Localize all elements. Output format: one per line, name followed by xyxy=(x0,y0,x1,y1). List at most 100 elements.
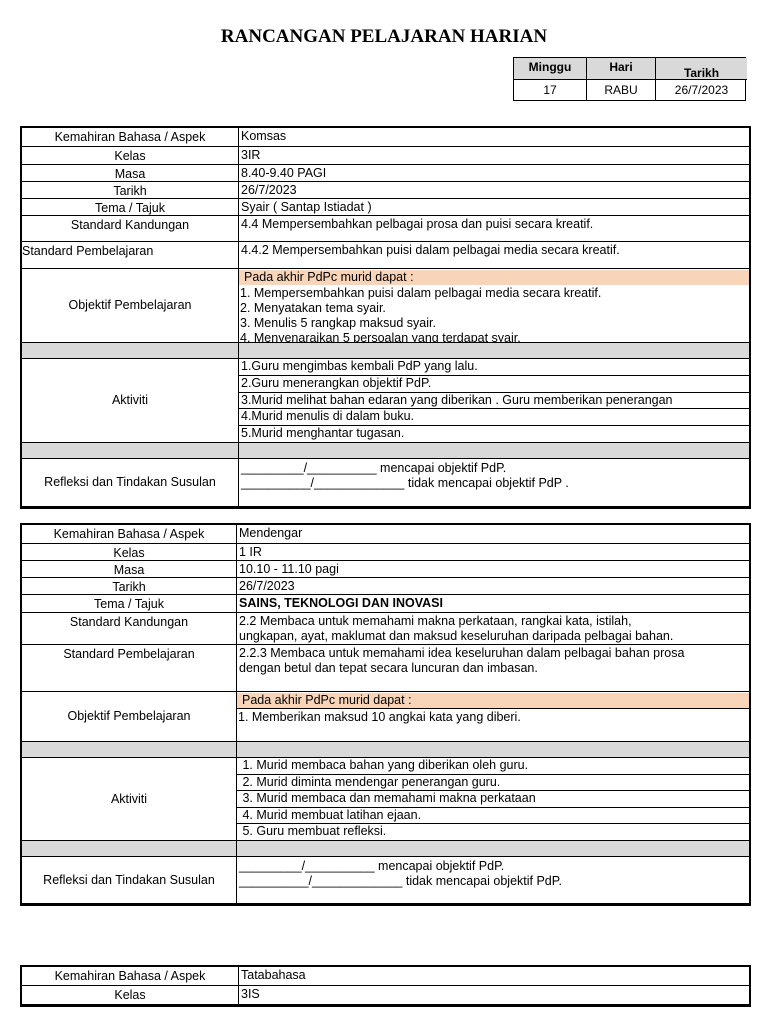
row-value: 8.40-9.40 PAGI xyxy=(239,165,749,181)
lesson-row: Kemahiran Bahasa / Aspek Tatabahasa xyxy=(22,967,749,986)
value-line: 2.2 Membaca untuk memahami makna perkata… xyxy=(239,614,632,628)
row-label xyxy=(22,443,239,458)
lesson-row: Objektif Pembelajaran Pada akhir PdPc mur… xyxy=(22,269,749,345)
value-line: 3IR xyxy=(241,148,261,162)
value-line: 26/7/2023 xyxy=(239,579,295,593)
value-line: 3IS xyxy=(241,987,260,1001)
lesson-row: Kelas 1 IR xyxy=(22,544,749,561)
row-value: Pada akhir PdPc murid dapat :1. Memperse… xyxy=(239,269,749,345)
lesson-row: Kelas 3IR xyxy=(22,147,749,165)
value-line: Syair ( Santap Istiadat ) xyxy=(241,200,372,214)
lesson-row: Standard Kandungan 2.2 Membaca untuk mema… xyxy=(22,613,749,645)
separator-row xyxy=(22,443,749,459)
row-label: Aktiviti xyxy=(22,758,237,840)
lesson-table: Kemahiran Bahasa / Aspek Tatabahasa Kelas 3… xyxy=(20,965,751,1007)
row-value: 2.2 Membaca untuk memahami makna perkata… xyxy=(237,613,749,644)
row-label: Standard Pembelajaran xyxy=(22,645,237,691)
objective-item: 1. Memberikan maksud 10 angkai kata yang… xyxy=(238,710,521,724)
row-label: Masa xyxy=(22,561,237,577)
row-label: Kelas xyxy=(22,986,239,1004)
row-label xyxy=(22,841,237,856)
row-value: 4.4.2 Mempersembahkan puisi dalam pelbag… xyxy=(239,242,749,268)
separator-row xyxy=(22,841,749,857)
row-value: Tatabahasa xyxy=(239,967,749,985)
lesson-row: Refleksi dan Tindakan Susulan _________/_… xyxy=(22,857,749,904)
objective-item: 1. Mempersembahkan puisi dalam pelbagai … xyxy=(240,286,602,300)
row-value: 4.4 Mempersembahkan pelbagai prosa dan p… xyxy=(239,216,749,241)
page-title: RANCANGAN PELAJARAN HARIAN xyxy=(220,26,548,47)
value-line: _________/__________ mencapai objektif P… xyxy=(239,859,505,873)
objective-item: 4. Menyenaraikan 5 persoalan yang terdap… xyxy=(240,331,521,345)
value-line: SAINS, TEKNOLOGI DAN INOVASI xyxy=(239,596,443,610)
lesson-row: Aktiviti 1. Murid membaca bahan yang dib… xyxy=(22,758,749,841)
lesson-row: Tema / Tajuk Syair ( Santap Istiadat ) xyxy=(22,199,749,216)
row-value: 26/7/2023 xyxy=(239,182,749,198)
lesson-row: Standard Kandungan 4.4 Mempersembahkan pe… xyxy=(22,216,749,242)
lesson-row: Kemahiran Bahasa / Aspek Komsas xyxy=(22,128,749,147)
row-value: Pada akhir PdPc murid dapat : 1. Memberik… xyxy=(237,692,749,741)
value-line: 10.10 - 11.10 pagi xyxy=(239,562,339,576)
row-label: Aktiviti xyxy=(22,359,239,442)
row-label: Kemahiran Bahasa / Aspek xyxy=(22,967,239,985)
value-hari: RABU xyxy=(587,80,656,101)
row-label: Masa xyxy=(22,165,239,181)
lesson-row: Tema / Tajuk SAINS, TEKNOLOGI DAN INOVASI xyxy=(22,595,749,613)
row-label: Objektif Pembelajaran xyxy=(22,692,237,741)
row-value: 1.Guru mengimbas kembali PdP yang lalu. 2… xyxy=(239,359,749,442)
value-line: Komsas xyxy=(241,129,287,143)
activity-item: 3.Murid melihat bahan edaran yang diberi… xyxy=(239,393,749,410)
row-label: Kelas xyxy=(22,147,239,164)
lesson-row: Objektif Pembelajaran Pada akhir PdPc mur… xyxy=(22,692,749,742)
value-line: 2.2.3 Membaca untuk memahami idea keselu… xyxy=(239,646,685,660)
lesson-row: Masa 10.10 - 11.10 pagi xyxy=(22,561,749,578)
value-line: 26/7/2023 xyxy=(241,183,297,197)
value-line: Tatabahasa xyxy=(241,968,306,982)
lesson-row: Standard Pembelajaran 2.2.3 Membaca untuk… xyxy=(22,645,749,692)
value-line: dengan betul dan tepat secara luncuran d… xyxy=(239,661,538,675)
lesson-row: Kemahiran Bahasa / Aspek Mendengar xyxy=(22,525,749,544)
separator-row xyxy=(22,742,749,758)
row-value: 2.2.3 Membaca untuk memahami idea keselu… xyxy=(237,645,749,691)
header-tarikh: Tarikh xyxy=(656,58,747,80)
value-line: ungkapan, ayat, maklumat dan maksud kese… xyxy=(239,629,674,643)
lesson-row: Masa 8.40-9.40 PAGI xyxy=(22,165,749,182)
row-value: 1 IR xyxy=(237,544,749,560)
row-label xyxy=(22,343,239,358)
value-line: __________/_____________ tidak mencapai … xyxy=(239,874,562,888)
row-label: Refleksi dan Tindakan Susulan xyxy=(22,459,239,506)
value-line: 8.40-9.40 PAGI xyxy=(241,166,327,180)
value-line: 1 IR xyxy=(239,545,262,559)
row-label: Refleksi dan Tindakan Susulan xyxy=(22,857,237,903)
activity-item: 3. Murid membaca dan memahami makna perk… xyxy=(237,791,749,808)
row-label: Kemahiran Bahasa / Aspek xyxy=(22,128,239,146)
row-value: 26/7/2023 xyxy=(237,578,749,594)
lesson-row: Aktiviti 1.Guru mengimbas kembali PdP yan… xyxy=(22,359,749,443)
header-minggu: Minggu xyxy=(514,58,587,80)
week-info-table: Minggu 17 Hari RABU Tarikh 26/7/2023 xyxy=(513,57,747,101)
row-label: Tarikh xyxy=(22,182,239,198)
activity-item: 5. Guru membuat refleksi. xyxy=(239,824,387,839)
activity-item: 4. Murid membuat latihan ejaan. xyxy=(237,808,749,825)
row-value: _________/__________ mencapai objektif P… xyxy=(237,857,749,903)
row-label: Kemahiran Bahasa / Aspek xyxy=(22,525,237,543)
value-line: 4.4 Mempersembahkan pelbagai prosa dan p… xyxy=(241,217,594,231)
value-line: Mendengar xyxy=(239,526,303,540)
row-value: Komsas xyxy=(239,128,749,146)
value-tarikh: 26/7/2023 xyxy=(674,83,729,97)
row-value xyxy=(239,343,749,358)
row-value xyxy=(239,443,749,458)
row-label: Tema / Tajuk xyxy=(22,199,239,215)
lesson-row: Refleksi dan Tindakan Susulan _________/_… xyxy=(22,459,749,507)
row-label: Objektif Pembelajaran xyxy=(22,269,239,342)
lesson-row: Standard Pembelajaran 4.4.2 Mempersembahk… xyxy=(22,242,749,269)
lesson-row: Tarikh 26/7/2023 xyxy=(22,182,749,199)
activity-item: 1. Murid membaca bahan yang diberikan ol… xyxy=(237,758,749,775)
value-line: __________/_____________ tidak mencapai … xyxy=(241,476,569,490)
activity-item: 4.Murid menulis di dalam buku. xyxy=(239,409,749,427)
row-value xyxy=(237,742,749,757)
value-line: _________/__________ mencapai objektif P… xyxy=(241,461,507,475)
row-value: 1. Murid membaca bahan yang diberikan ol… xyxy=(237,758,749,840)
activity-item: 1.Guru mengimbas kembali PdP yang lalu. xyxy=(239,359,749,376)
row-value: Syair ( Santap Istiadat ) xyxy=(239,199,749,215)
header-hari: Hari xyxy=(587,58,656,80)
